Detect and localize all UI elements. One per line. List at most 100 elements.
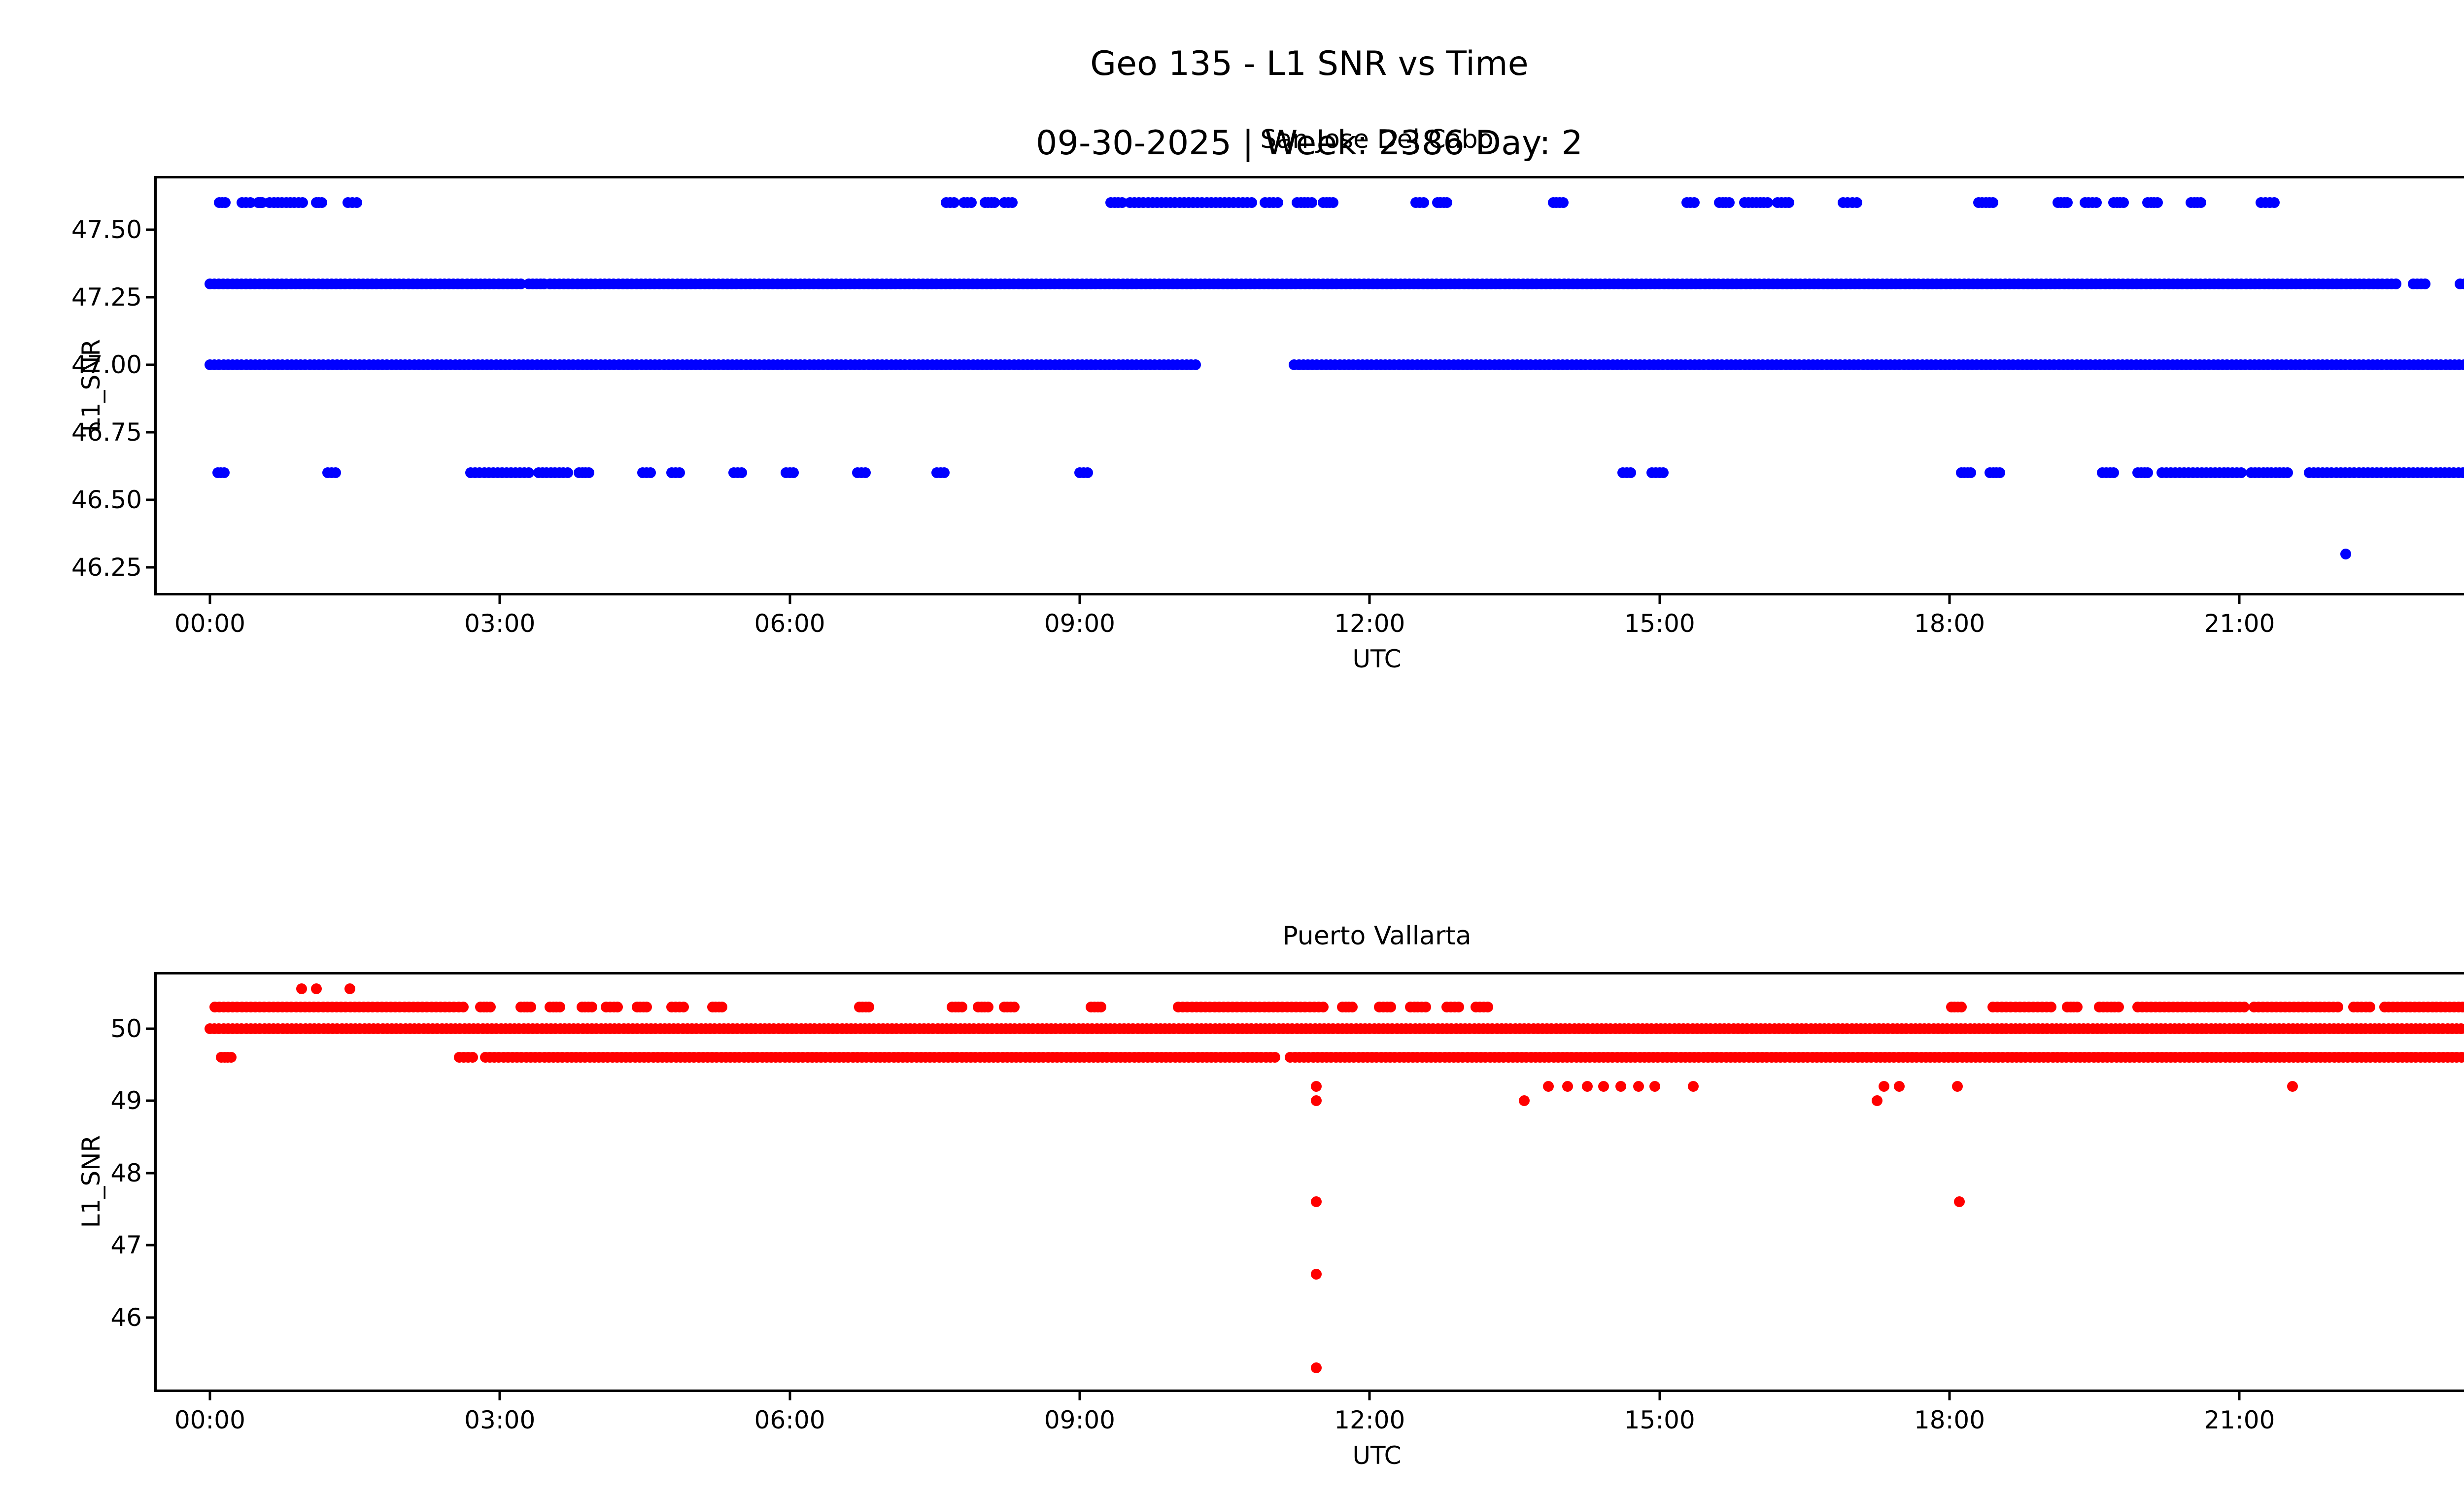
y-tick-label: 46.25	[71, 553, 142, 582]
data-point	[2195, 197, 2206, 209]
data-point	[1871, 1095, 1882, 1107]
data-point	[641, 1001, 652, 1012]
data-point	[1482, 1001, 1493, 1012]
x-tick-label: 03:00	[464, 1406, 536, 1434]
data-point	[1327, 197, 1338, 209]
subplot-2-title: Puerto Vallarta	[1282, 921, 1472, 951]
data-point	[1615, 1080, 1627, 1092]
data-point	[2391, 278, 2402, 289]
data-point	[2142, 467, 2154, 479]
x-tick-mark	[1078, 1392, 1081, 1400]
x-tick-label: 18:00	[1914, 1406, 1985, 1434]
data-point	[351, 197, 362, 209]
data-point	[1311, 1095, 1322, 1107]
data-point	[1269, 1052, 1281, 1063]
y-tick-mark	[146, 1099, 154, 1102]
data-point	[1762, 197, 1774, 209]
x-tick-label: 06:00	[754, 1406, 825, 1434]
data-point	[966, 197, 977, 209]
subplot-2-axes	[154, 972, 2464, 1392]
data-point	[1783, 197, 1795, 209]
subplot-1-plot-area	[157, 178, 2464, 593]
data-point	[1951, 1080, 1963, 1092]
data-point	[1318, 1001, 1329, 1012]
data-point	[1311, 1362, 1322, 1374]
data-point	[2268, 197, 2280, 209]
data-point	[1658, 467, 1669, 479]
x-tick-mark	[2238, 1392, 2241, 1400]
data-point	[948, 197, 959, 209]
data-point	[1543, 1080, 1554, 1092]
data-point	[1453, 1001, 1464, 1012]
y-tick-label: 48	[110, 1158, 142, 1187]
data-point	[1649, 1080, 1660, 1092]
data-point	[678, 1001, 689, 1012]
y-tick-mark	[146, 228, 154, 231]
data-point	[2108, 467, 2120, 479]
data-point	[1994, 467, 2005, 479]
x-tick-mark	[1658, 1392, 1661, 1400]
x-tick-label: 21:00	[2204, 1406, 2275, 1434]
data-point	[220, 197, 231, 209]
y-tick-label: 46.75	[71, 418, 142, 447]
data-point	[1894, 1080, 1905, 1092]
data-point	[562, 467, 573, 479]
data-point	[1346, 1001, 1358, 1012]
data-point	[1851, 197, 1862, 209]
x-tick-label: 09:00	[1044, 609, 1115, 638]
data-point	[484, 1001, 496, 1012]
data-point	[1953, 1196, 1965, 1208]
data-point	[1878, 1080, 1889, 1092]
y-tick-mark	[146, 363, 154, 366]
data-point	[1965, 467, 1977, 479]
data-point	[583, 467, 594, 479]
x-tick-mark	[1658, 595, 1661, 604]
subplot-1-title: San Jose Del Cabo	[1260, 125, 1494, 154]
data-point	[330, 467, 341, 479]
data-point	[1987, 197, 1999, 209]
data-point	[1557, 197, 1569, 209]
x-tick-mark	[208, 595, 211, 604]
data-point	[2282, 467, 2293, 479]
y-tick-label: 46.50	[71, 485, 142, 514]
x-tick-label: 18:00	[1914, 609, 1985, 638]
x-tick-mark	[1368, 595, 1371, 604]
y-tick-mark	[146, 566, 154, 569]
y-tick-label: 47.00	[71, 350, 142, 380]
data-point	[1311, 1196, 1322, 1208]
x-tick-mark	[788, 595, 791, 604]
data-point	[2113, 1001, 2124, 1012]
data-point	[2118, 197, 2129, 209]
data-point	[982, 1001, 993, 1012]
subplot-2-x-axis-label: UTC	[1352, 1441, 1402, 1470]
y-tick-mark	[146, 498, 154, 501]
data-point	[525, 1001, 536, 1012]
data-point	[1723, 197, 1735, 209]
data-point	[2332, 1001, 2344, 1012]
data-point	[344, 983, 356, 995]
x-tick-label: 12:00	[1334, 609, 1405, 638]
x-tick-label: 09:00	[1044, 1406, 1115, 1434]
y-tick-mark	[146, 431, 154, 434]
subplot-2-y-axis-label: L1_SNR	[77, 1135, 105, 1228]
data-point	[1006, 197, 1018, 209]
x-tick-mark	[1078, 595, 1081, 604]
x-tick-label: 00:00	[174, 1406, 245, 1434]
data-point	[717, 1001, 728, 1012]
data-point	[2459, 278, 2464, 289]
data-point	[674, 467, 685, 479]
x-tick-label: 21:00	[2204, 609, 2275, 638]
x-tick-mark	[1368, 1392, 1371, 1400]
data-point	[297, 197, 308, 209]
data-point	[645, 467, 656, 479]
x-tick-label: 03:00	[464, 609, 536, 638]
x-tick-label: 00:00	[174, 609, 245, 638]
suptitle-line-2: 09-30-2025 | Week: 2386 Day: 2	[1036, 123, 1583, 163]
data-point	[2287, 1080, 2298, 1092]
data-point	[1246, 197, 1258, 209]
data-point	[1385, 1001, 1397, 1012]
data-point	[226, 1052, 237, 1063]
data-point	[939, 467, 950, 479]
x-tick-label: 12:00	[1334, 1406, 1405, 1434]
